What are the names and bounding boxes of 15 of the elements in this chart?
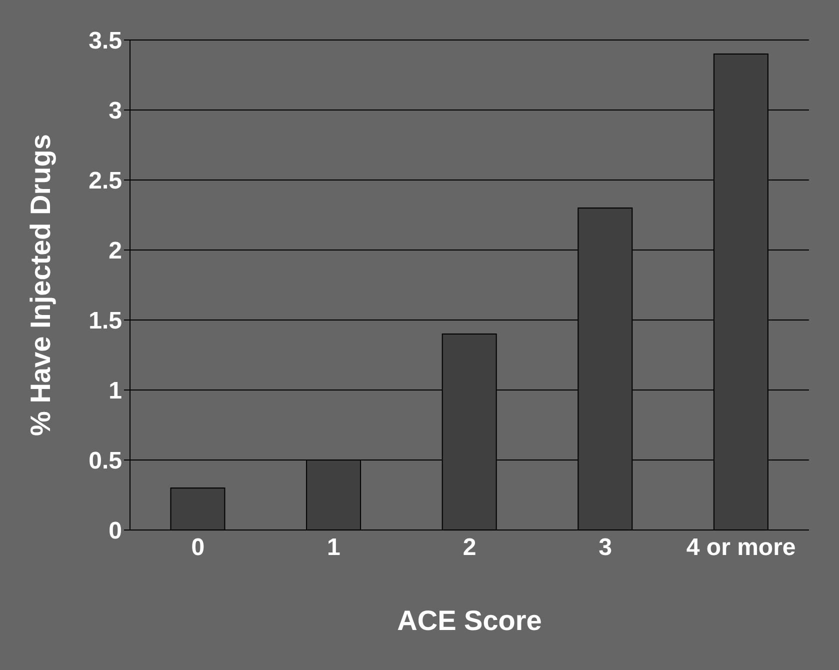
y-tick-label: 3.5 <box>88 28 122 55</box>
y-axis-title: % Have Injected Drugs <box>24 134 56 436</box>
bar <box>170 488 226 530</box>
y-tick-label: 2.5 <box>88 168 122 195</box>
x-tick-label: 2 <box>462 534 476 562</box>
y-tick-label: 2 <box>108 238 122 265</box>
x-tick-label: 4 or more <box>686 534 796 562</box>
x-axis-title: ACE Score <box>397 605 542 636</box>
y-tick-label: 0.5 <box>88 448 122 475</box>
y-tick-label: 3 <box>108 98 122 125</box>
x-tick-label: 3 <box>598 534 612 562</box>
y-tick-label: 1 <box>108 378 122 405</box>
x-tick-label: 0 <box>191 534 205 562</box>
x-tick-label: 1 <box>327 534 340 562</box>
y-tick-label: 1.5 <box>88 308 122 335</box>
